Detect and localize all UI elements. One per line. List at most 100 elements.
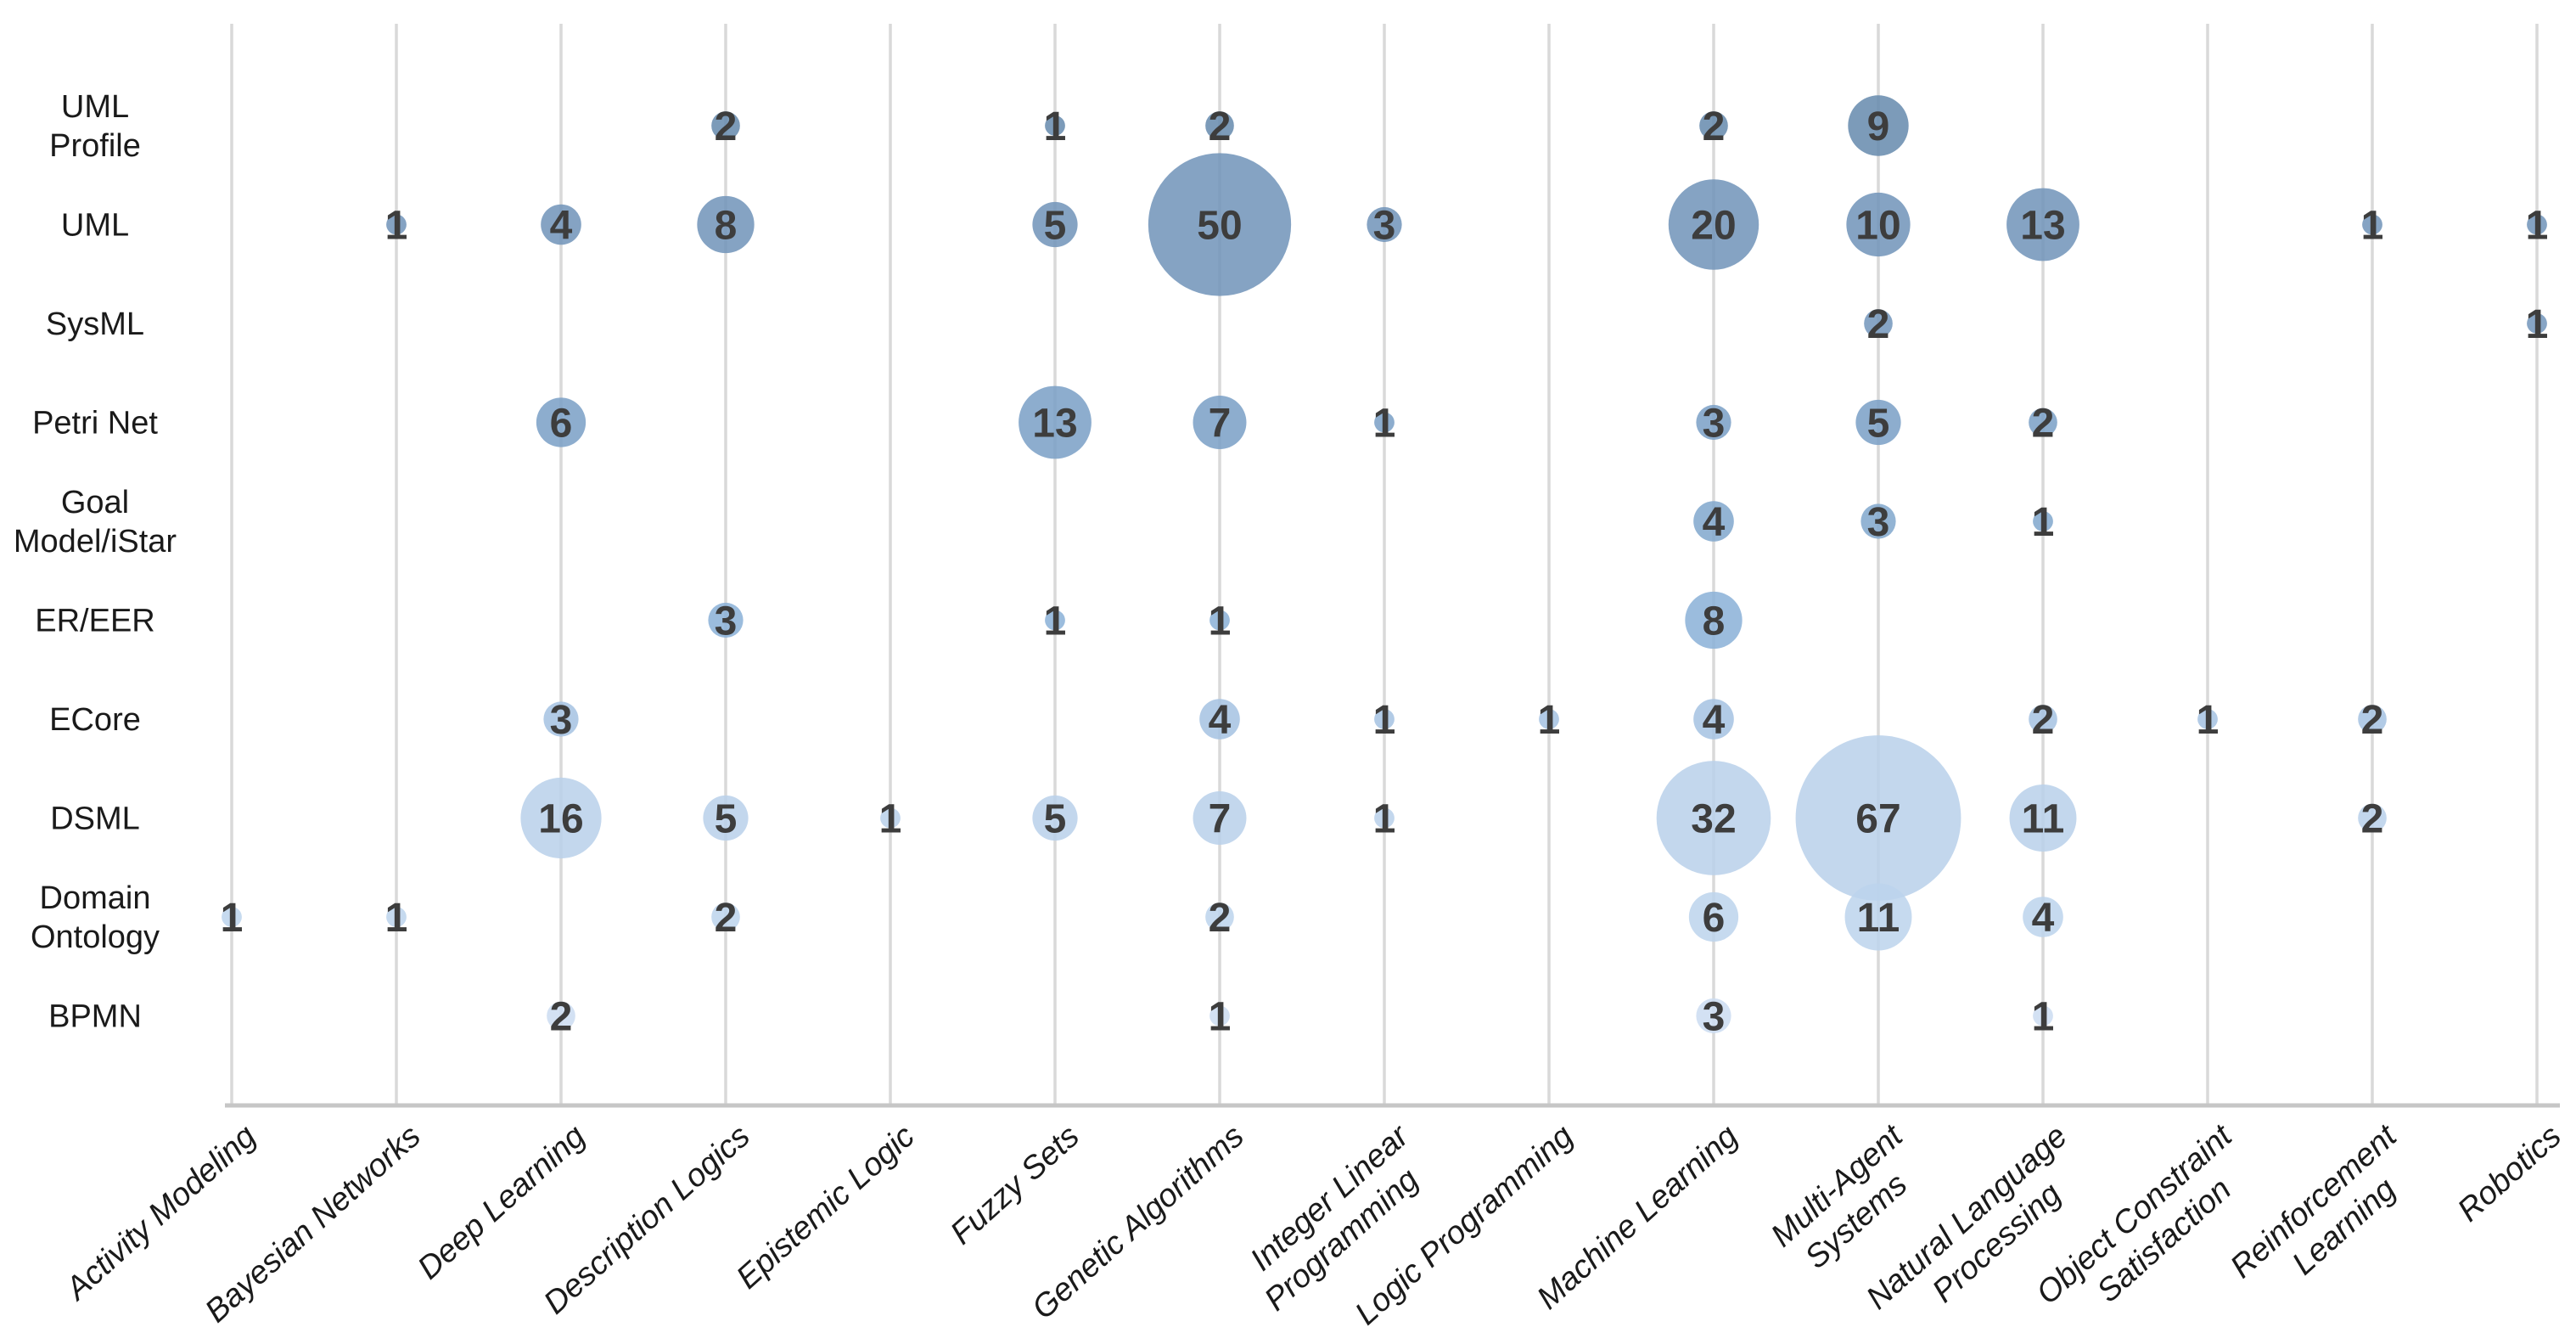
bubble-value-label: 1 <box>2361 204 2384 249</box>
bubble <box>386 214 407 235</box>
bubble <box>1685 591 1743 650</box>
bubble-value-label: 1 <box>221 896 244 941</box>
bubble <box>222 907 242 927</box>
bubble-value-label: 1 <box>1373 402 1396 447</box>
y-axis-label: UML <box>61 208 129 244</box>
bubble <box>2358 803 2387 833</box>
bubble <box>1205 903 1234 931</box>
bubble-value-label: 4 <box>550 204 573 249</box>
bubble <box>2358 705 2387 734</box>
bubble-value-label: 1 <box>385 204 408 249</box>
bubble <box>520 777 602 859</box>
bubble-value-label: 3 <box>1373 204 1396 249</box>
svg-text:Robotics: Robotics <box>2451 1118 2568 1229</box>
bubble <box>697 195 755 254</box>
bubble <box>1209 610 1230 631</box>
svg-text:Deep Learning: Deep Learning <box>411 1118 592 1286</box>
bubble <box>2023 897 2063 937</box>
bubble-value-label: 4 <box>1703 500 1726 545</box>
bubble-value-label: 6 <box>1703 896 1726 941</box>
bubble <box>386 907 407 927</box>
bubble-value-label: 1 <box>1538 698 1561 743</box>
bubble-value-label: 10 <box>1855 204 1900 249</box>
bubble <box>1374 807 1395 829</box>
bubble <box>2362 214 2382 235</box>
bubble <box>2006 188 2079 261</box>
bubble-value-label: 3 <box>550 698 573 743</box>
bubble-value-label: 2 <box>1703 104 1726 149</box>
bubble-value-label: 2 <box>715 104 738 149</box>
bubble-value-label: 1 <box>1209 995 1232 1040</box>
bubble <box>1688 891 1739 942</box>
bubble-value-label: 1 <box>385 896 408 941</box>
bubble <box>880 807 901 829</box>
bubble-value-label: 20 <box>1691 204 1736 249</box>
bubble <box>2197 709 2218 729</box>
bubble-value-label: 1 <box>1373 698 1396 743</box>
bubble <box>1019 385 1092 459</box>
svg-text:Fuzzy Sets: Fuzzy Sets <box>944 1118 1086 1251</box>
bubble <box>1032 201 1078 248</box>
bubble <box>1699 111 1728 140</box>
bubble <box>1193 791 1247 845</box>
bubble-value-label: 5 <box>1867 402 1890 447</box>
bubble-value-label: 3 <box>1867 500 1890 545</box>
bubble <box>2009 784 2077 852</box>
bubble <box>1199 699 1240 739</box>
bubble <box>1148 153 1292 296</box>
bubble-value-label: 5 <box>715 797 738 842</box>
y-axis-label: BPMN <box>48 999 142 1035</box>
bubble <box>1693 699 1734 739</box>
bubble-value-label: 2 <box>1867 302 1890 347</box>
bubble-value-label: 1 <box>1044 104 1067 149</box>
bubble-value-label: 4 <box>2032 896 2055 941</box>
bubble-value-label: 32 <box>1691 797 1736 842</box>
bubble-value-label: 16 <box>538 797 583 842</box>
bubble <box>708 602 744 638</box>
bubble <box>1367 206 1402 243</box>
bubble <box>1864 309 1893 338</box>
bubble-value-label: 11 <box>1857 896 1900 941</box>
bubble <box>1844 883 1912 951</box>
bubble <box>1032 795 1078 841</box>
bubble-value-label: 67 <box>1855 797 1900 842</box>
bubble <box>541 204 581 245</box>
bubble <box>2033 511 2053 531</box>
x-axis-label: Fuzzy Sets <box>944 1118 1086 1251</box>
bubble-value-label: 2 <box>2361 698 2384 743</box>
svg-text:ReinforcementLearning: ReinforcementLearning <box>2224 1117 2431 1314</box>
bubble <box>2033 1005 2053 1026</box>
y-axis-label: Goal Model/iStar <box>14 485 177 560</box>
bubble-value-label: 11 <box>2022 797 2065 842</box>
x-axis-label: Epistemic Logic <box>730 1118 922 1296</box>
bubble <box>2527 313 2547 334</box>
bubble <box>1539 709 1559 729</box>
bubble-value-label: 3 <box>1703 402 1726 447</box>
bubble <box>536 397 586 447</box>
bubble-value-label: 3 <box>1703 995 1726 1040</box>
bubble <box>1855 399 1901 446</box>
bubble-value-label: 2 <box>1209 896 1232 941</box>
bubble-value-label: 1 <box>2526 302 2549 347</box>
bubble-value-label: 13 <box>1032 402 1077 447</box>
bubble-value-label: 5 <box>1044 204 1067 249</box>
bubble-value-label: 1 <box>1044 599 1067 644</box>
y-axis-label: DSML <box>50 801 140 837</box>
y-axis-label: UML Profile <box>49 89 141 164</box>
bubble-value-label: 1 <box>2032 500 2055 545</box>
x-axis-label: Robotics <box>2451 1118 2568 1229</box>
bubble <box>2527 214 2547 235</box>
bubble-value-label: 7 <box>1209 797 1232 842</box>
bubble <box>2029 705 2057 734</box>
bubble <box>1374 412 1395 433</box>
bubble <box>711 111 740 140</box>
y-axis-label: Petri Net <box>32 406 158 441</box>
bubble-value-label: 6 <box>550 402 573 447</box>
bubble <box>1193 396 1247 449</box>
bubble <box>1848 95 1909 156</box>
bubble-value-label: 1 <box>2197 698 2220 743</box>
bubble <box>1205 111 1234 140</box>
bubble-value-label: 2 <box>2032 698 2055 743</box>
